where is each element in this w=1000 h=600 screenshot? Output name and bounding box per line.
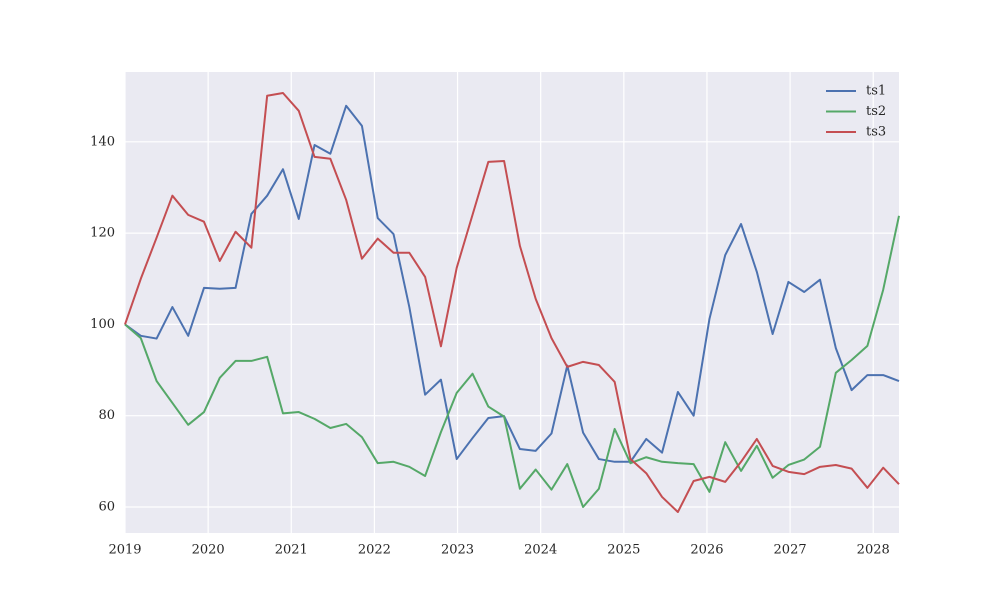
legend-label: ts2 <box>866 104 886 119</box>
x-tick-label: 2026 <box>690 543 723 558</box>
line-series <box>124 215 900 508</box>
y-tick-label: 140 <box>90 134 115 149</box>
line-series <box>124 92 900 513</box>
legend-label: ts3 <box>866 125 886 140</box>
x-tick-label: 2020 <box>192 543 225 558</box>
x-tick-label: 2022 <box>358 543 391 558</box>
y-tick-label: 120 <box>90 226 115 241</box>
y-tick-label: 100 <box>90 317 115 332</box>
y-tick-label: 80 <box>98 408 115 423</box>
legend-label: ts1 <box>866 84 886 99</box>
line-series <box>124 104 900 463</box>
x-tick-label: 2025 <box>607 543 640 558</box>
x-tick-label: 2021 <box>275 543 308 558</box>
x-tick-label: 2023 <box>441 543 474 558</box>
y-tick-label: 60 <box>98 499 115 514</box>
x-tick-label: 2024 <box>524 543 557 558</box>
x-tick-label: 2028 <box>857 543 890 558</box>
x-tick-label: 2019 <box>108 543 141 558</box>
x-tick-label: 2027 <box>774 543 807 558</box>
